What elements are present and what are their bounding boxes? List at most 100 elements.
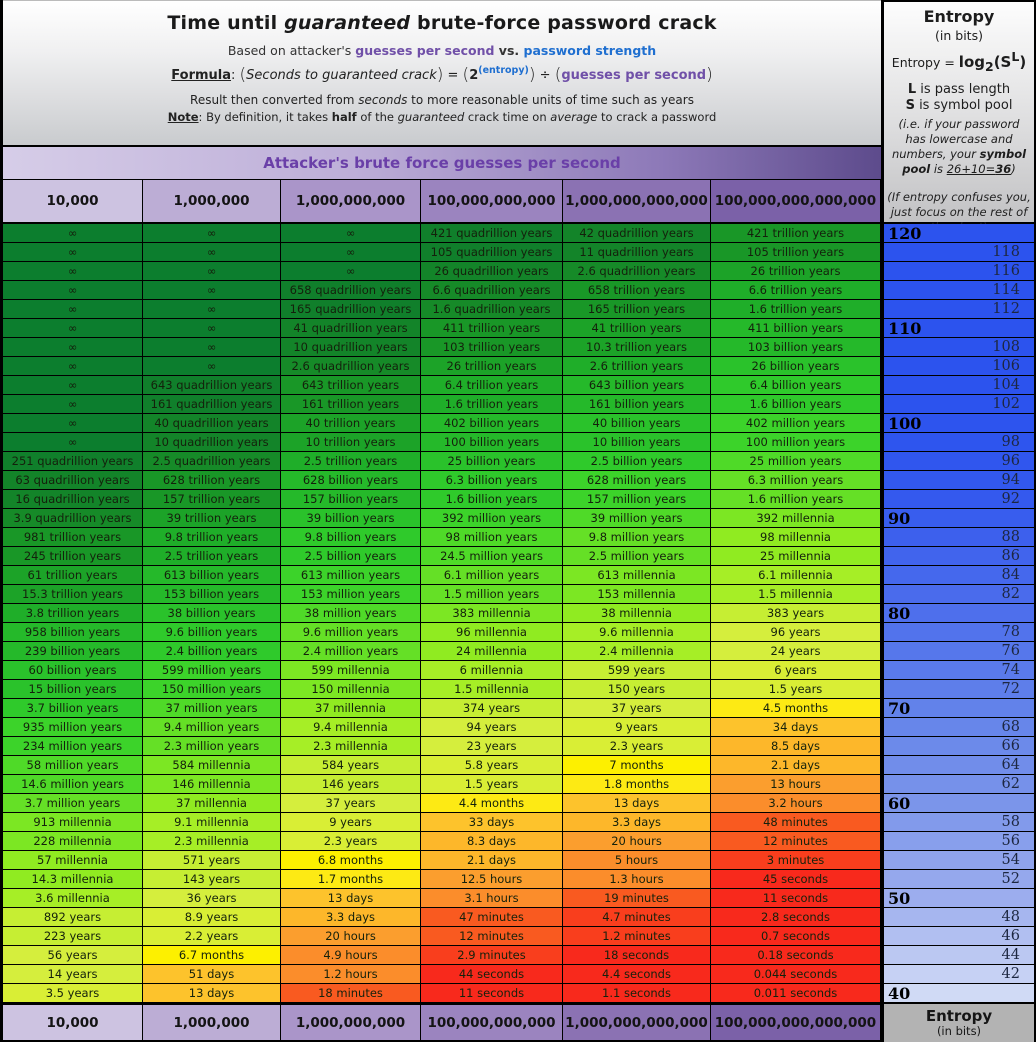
guesses-column-header: 100,000,000,000,000 [711, 1005, 881, 1040]
time-cell: 1.2 hours [281, 965, 421, 984]
time-cell: 3 minutes [711, 851, 881, 870]
time-cell: 0.18 seconds [711, 946, 881, 965]
time-cell: 11 seconds [711, 889, 881, 908]
time-cell: 48 minutes [711, 813, 881, 832]
time-cell: 392 million years [421, 509, 563, 528]
time-cell: 10 billion years [563, 433, 711, 452]
time-cell: 584 years [281, 756, 421, 775]
time-cell: 2.3 million years [143, 737, 281, 756]
time-cell: 40 quadrillion years [143, 414, 281, 433]
entropy-footer: Entropy (in bits) [884, 1003, 1034, 1042]
time-cell: 6 years [711, 661, 881, 680]
time-cell: 1.3 hours [563, 870, 711, 889]
time-cell: 599 millennia [281, 661, 421, 680]
time-cell: ∞ [281, 224, 421, 243]
time-cell: 96 years [711, 623, 881, 642]
time-cell: 57 millennia [3, 851, 143, 870]
time-cell: 13 days [563, 794, 711, 813]
time-cell: 157 billion years [281, 490, 421, 509]
time-cell: ∞ [3, 433, 143, 452]
time-cell: 38 millennia [563, 604, 711, 623]
time-cell: 165 quadrillion years [281, 300, 421, 319]
time-cell: 146 years [281, 775, 421, 794]
time-cell: 39 million years [563, 509, 711, 528]
time-cell: 103 trillion years [421, 338, 563, 357]
time-cell: 98 millennia [711, 528, 881, 547]
time-cell: 6 millennia [421, 661, 563, 680]
time-cell: 402 million years [711, 414, 881, 433]
time-cell: 94 years [421, 718, 563, 737]
entropy-cell: 50 [884, 889, 1034, 908]
time-cell: 628 billion years [281, 471, 421, 490]
time-cell: 6.4 billion years [711, 376, 881, 395]
time-cell: ∞ [143, 262, 281, 281]
time-cell: 1.5 years [711, 680, 881, 699]
time-cell: ∞ [3, 262, 143, 281]
entropy-cell: 76 [884, 642, 1034, 661]
entropy-cell: 92 [884, 490, 1034, 509]
time-cell: 9.4 million years [143, 718, 281, 737]
time-cell: 98 million years [421, 528, 563, 547]
guesses-column-header: 1,000,000,000 [281, 180, 421, 224]
time-cell: 935 million years [3, 718, 143, 737]
time-cell: 228 millennia [3, 832, 143, 851]
entropy-cell: 98 [884, 433, 1034, 452]
time-cell: 157 trillion years [143, 490, 281, 509]
time-cell: 643 trillion years [281, 376, 421, 395]
entropy-cell: 102 [884, 395, 1034, 414]
time-cell: 25 billion years [421, 452, 563, 471]
time-cell: ∞ [3, 414, 143, 433]
time-cell: 60 billion years [3, 661, 143, 680]
time-cell: 4.4 seconds [563, 965, 711, 984]
time-cell: 2.3 millennia [281, 737, 421, 756]
time-cell: 61 trillion years [3, 566, 143, 585]
time-cell: 18 minutes [281, 984, 421, 1003]
time-cell: 2.5 trillion years [281, 452, 421, 471]
symbol-pool-note: S is symbol pool [905, 98, 1013, 114]
time-cell: 33 days [421, 813, 563, 832]
time-cell: 6.1 million years [421, 566, 563, 585]
time-cell: ∞ [143, 224, 281, 243]
time-cell: 9.6 millennia [563, 623, 711, 642]
time-cell: ∞ [143, 357, 281, 376]
entropy-cell: 60 [884, 794, 1034, 813]
entropy-cell: 96 [884, 452, 1034, 471]
time-cell: 9.8 billion years [281, 528, 421, 547]
time-cell: 1.5 millennia [421, 680, 563, 699]
time-cell: 19 minutes [563, 889, 711, 908]
time-cell: 13 hours [711, 775, 881, 794]
guesses-column-header: 1,000,000,000 [281, 1005, 421, 1040]
entropy-cell: 52 [884, 870, 1034, 889]
time-cell: 223 years [3, 927, 143, 946]
time-cell: ∞ [281, 262, 421, 281]
entropy-cell: 62 [884, 775, 1034, 794]
time-cell: 42 quadrillion years [563, 224, 711, 243]
time-cell: 3.6 millennia [3, 889, 143, 908]
time-cell: 374 years [421, 699, 563, 718]
time-cell: 157 million years [563, 490, 711, 509]
time-cell: 958 billion years [3, 623, 143, 642]
entropy-cell: 88 [884, 528, 1034, 547]
entropy-cell: 90 [884, 509, 1034, 528]
chart-subtitle: Based on attacker's guesses per second v… [227, 43, 657, 58]
time-cell: 36 years [143, 889, 281, 908]
time-cell: 37 years [563, 699, 711, 718]
time-cell: ∞ [143, 300, 281, 319]
time-cell: 4.4 months [421, 794, 563, 813]
time-cell: 11 seconds [421, 984, 563, 1003]
time-cell: 25 million years [711, 452, 881, 471]
time-cell: 658 trillion years [563, 281, 711, 300]
time-cell: ∞ [3, 224, 143, 243]
entropy-cell: 42 [884, 965, 1034, 984]
time-cell: 34 days [711, 718, 881, 737]
time-cell: 402 billion years [421, 414, 563, 433]
time-cell: ∞ [281, 243, 421, 262]
guesses-column-header: 10,000 [3, 180, 143, 224]
time-cell: 1.5 millennia [711, 585, 881, 604]
time-cell: 9.8 million years [563, 528, 711, 547]
entropy-cell: 54 [884, 851, 1034, 870]
entropy-cell: 48 [884, 908, 1034, 927]
time-cell: 643 billion years [563, 376, 711, 395]
time-cell: 1.5 million years [421, 585, 563, 604]
time-cell: 3.3 days [563, 813, 711, 832]
